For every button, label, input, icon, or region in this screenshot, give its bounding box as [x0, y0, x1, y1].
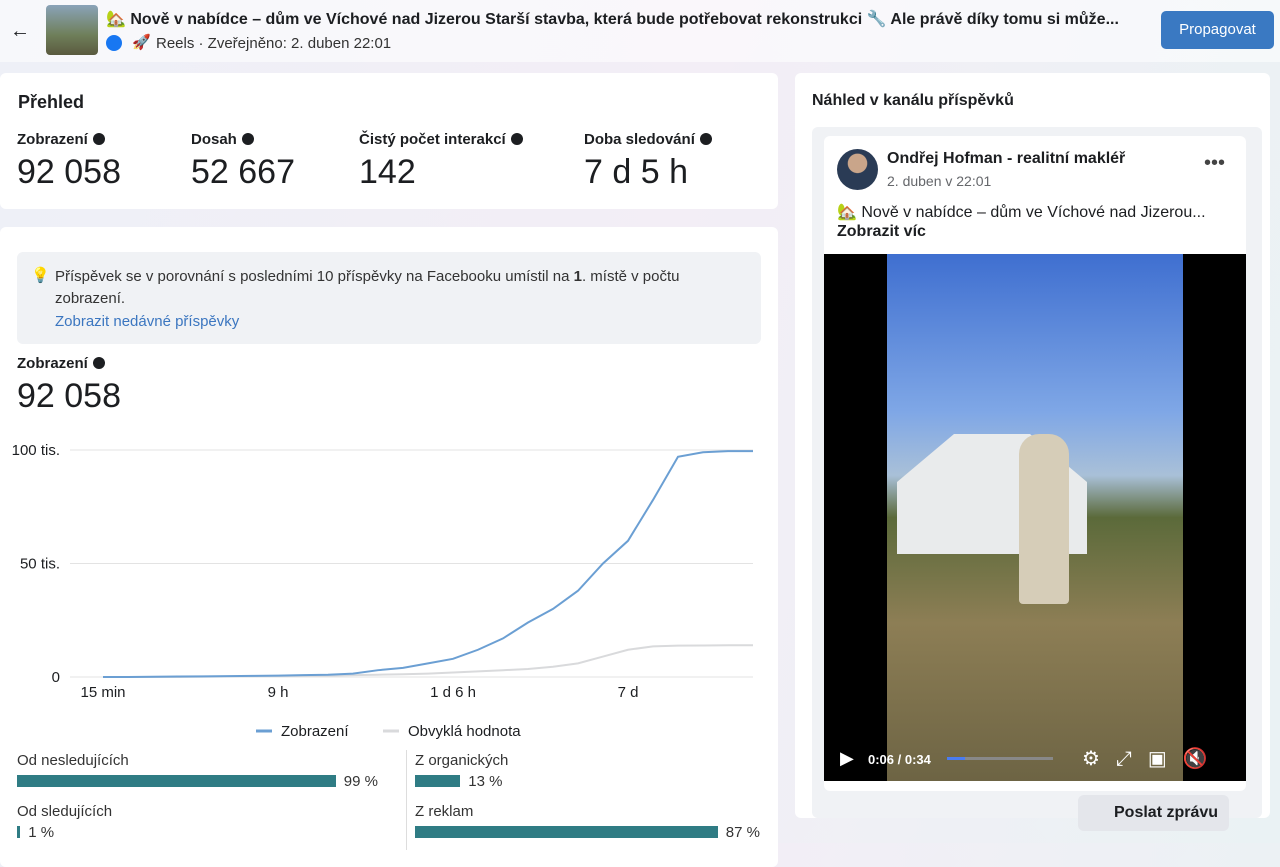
divider [406, 750, 407, 850]
insight-text-a: Příspěvek se v porovnání s posledními 10… [55, 268, 574, 285]
breakdown-value: 99 % [343, 773, 378, 790]
bulb-icon: 💡 [31, 267, 50, 284]
person [1019, 434, 1069, 604]
chart-label: Zobrazení [17, 355, 105, 372]
metric-label-text: Čistý počet interakcí [359, 131, 506, 148]
thumbnail [46, 5, 98, 55]
chart-total: 92 058 [17, 377, 121, 415]
metric-label: Zobrazení [17, 131, 105, 148]
y-tick-label: 100 tis. [12, 442, 60, 459]
breakdown-value: 1 % [28, 824, 55, 841]
promote-button[interactable]: Propagovat [1161, 11, 1274, 49]
back[interactable]: ← [10, 20, 30, 42]
post: Ondřej Hofman - realitní makléř 2. duben… [824, 136, 1246, 791]
avatar [837, 149, 878, 190]
x-tick-label: 15 min [80, 684, 125, 701]
y-tick-label: 0 [52, 669, 60, 686]
chart: 0 50 tis. 100 tis. 15 min 9 h 1 d 6 h 7 d Zobra… [12, 442, 753, 740]
breakdown-label: Od sledujících [17, 803, 113, 820]
more-menu[interactable]: ••• [1204, 152, 1226, 174]
video[interactable]: ▶ 0:06 / 0:34 ⚙⤢▣🔇 [824, 254, 1246, 781]
x-tick-label: 9 h [268, 684, 289, 701]
metric-value: 92 058 [17, 153, 121, 191]
breakdown-value: 87 % [725, 824, 760, 841]
author: Ondřej Hofman - realitní makléř [887, 150, 1126, 167]
metric-label-text: Dosah [191, 131, 237, 148]
progress[interactable] [947, 757, 1053, 760]
y-tick-label: 50 tis. [20, 556, 60, 573]
post-date: 2. duben v 22:01 [887, 173, 992, 189]
boost-icon: 🚀 [132, 34, 151, 51]
breakdown-label: Z reklam [415, 803, 474, 820]
x-tick-label: 7 d [618, 684, 639, 701]
overview-card: Přehled Zobrazení 92 058 Dosah 52 667 Čistý … [0, 73, 778, 209]
insight-link[interactable]: Zobrazit nedávné příspěvky [55, 313, 240, 330]
insight-text-b: . místě v počtu zobrazení. [55, 268, 680, 307]
chart-card: 💡 Příspěvek se v porovnání s posledními … [0, 227, 778, 867]
video-controls[interactable]: ⚙⤢▣🔇 [1082, 748, 1224, 770]
post-meta: Reels · Zveřejněno: 2. duben 22:01 [156, 35, 392, 52]
header: ← 🏡 Nově v nabídce – dům ve Víchové nad … [0, 0, 1280, 62]
metric-value: 7 d 5 h [584, 153, 688, 191]
breakdown-bar [415, 775, 461, 787]
see-more[interactable]: Zobrazit víc [837, 223, 926, 240]
insight-rank: 1 [573, 268, 582, 285]
breakdown-bar [17, 775, 336, 787]
chart-label-text: Zobrazení [17, 355, 88, 372]
insight-text: Příspěvek se v porovnání s posledními 10… [55, 266, 735, 310]
post-title: 🏡 Nově v nabídce – dům ve Víchové nad Ji… [106, 11, 1119, 28]
legend-label: Obvyklá hodnota [408, 723, 521, 740]
send-button[interactable]: Poslat zprávu [1078, 795, 1229, 831]
preview-card: Náhled v kanálu příspěvků Ondřej Hofman … [795, 73, 1270, 831]
insight-box: 💡 Příspěvek se v porovnání s posledními … [17, 252, 761, 344]
metric-label-text: Zobrazení [17, 131, 88, 148]
metric-label: Čistý počet interakcí [359, 131, 523, 148]
line [103, 450, 753, 678]
metric-label: Doba sledování [584, 131, 712, 148]
breakdown-bar [17, 826, 21, 838]
preview-title: Náhled v kanálu příspěvků [812, 92, 1014, 109]
legend-label: Zobrazení [281, 723, 349, 740]
caption: 🏡 Nově v nabídce – dům ve Víchové nad Ji… [837, 204, 1206, 221]
metric-label: Dosah [191, 131, 254, 148]
metric-value: 142 [359, 153, 416, 191]
fb-icon [106, 35, 122, 51]
play[interactable]: ▶ [840, 748, 854, 768]
breakdown-value: 13 % [468, 773, 503, 790]
metric-value: 52 667 [191, 153, 295, 191]
x-tick-label: 1 d 6 h [430, 684, 476, 701]
video-time: 0:06 / 0:34 [868, 752, 931, 767]
video-frame [887, 254, 1183, 781]
breakdown-bar [415, 826, 718, 838]
metric-label-text: Doba sledování [584, 131, 695, 148]
overview-title: Přehled [18, 92, 85, 112]
line [103, 644, 753, 678]
breakdown-label: Z organických [415, 752, 509, 769]
breakdown-label: Od nesledujících [17, 752, 129, 769]
